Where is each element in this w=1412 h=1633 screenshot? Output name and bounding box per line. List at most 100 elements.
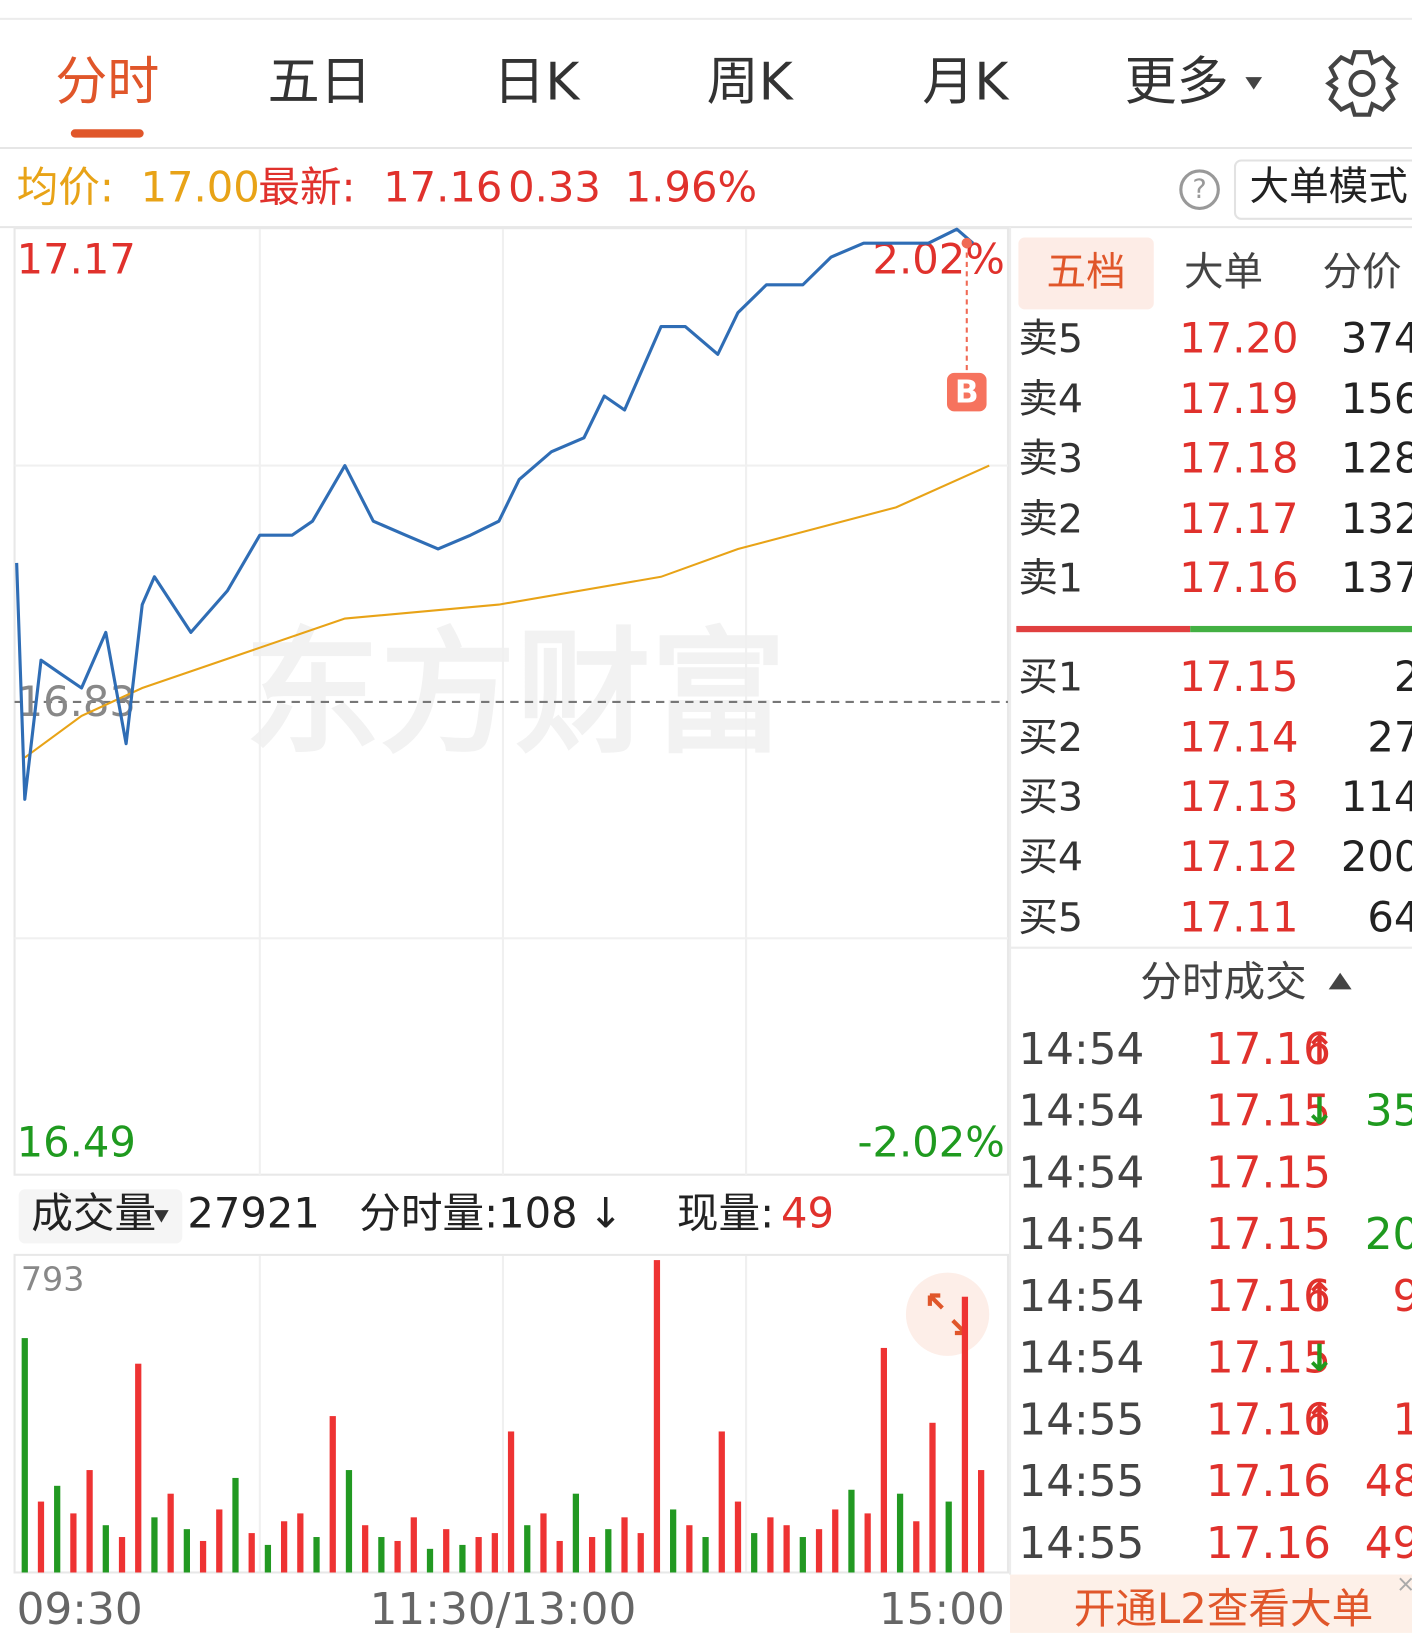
trade-time: 14:55: [1018, 1456, 1144, 1507]
volume-bar: [945, 1501, 952, 1573]
trade-volume: 9: [1393, 1271, 1412, 1322]
volume-bar: [556, 1540, 563, 1573]
volume-bar: [475, 1537, 482, 1573]
volume-bar: [362, 1525, 369, 1573]
volume-bar: [54, 1485, 61, 1573]
side-tab[interactable]: 分价: [1322, 250, 1401, 296]
volume-bar: [280, 1521, 288, 1573]
sell-strength: [1016, 625, 1191, 633]
trade-volume: 48: [1365, 1456, 1412, 1507]
volume-bar: [378, 1537, 385, 1573]
marker-badge[interactable]: [946, 372, 987, 412]
help-icon[interactable]: ?: [1192, 174, 1206, 205]
tab[interactable]: 五日: [268, 53, 372, 113]
dropdown-arrow[interactable]: [1245, 77, 1263, 90]
volume-bar: [961, 1296, 969, 1573]
tab[interactable]: 周K: [707, 53, 795, 113]
settings-icon[interactable]: [1325, 50, 1399, 117]
quote-latest-label: 最新:: [258, 163, 355, 212]
volume-bar: [86, 1470, 93, 1573]
book-volume: 27: [1367, 712, 1412, 761]
volume-bar: [588, 1537, 596, 1573]
banner-text[interactable]: 开通L2查看大单: [1074, 1584, 1374, 1633]
side-tab[interactable]: 五档: [1047, 250, 1126, 296]
trade-arrow: ↑: [1304, 1027, 1335, 1071]
book-label: 买2: [1018, 715, 1083, 761]
volume-bar: [929, 1422, 936, 1573]
volume-bar: [118, 1537, 126, 1573]
x-tick-label: 09:30: [17, 1584, 143, 1633]
volume-bar: [913, 1521, 920, 1573]
tab[interactable]: 分时: [55, 53, 159, 113]
volume-bar: [248, 1533, 255, 1573]
volume-bar: [832, 1509, 839, 1573]
y-tick-label: 17.17: [17, 235, 136, 284]
trade-arrow: ↓: [1304, 1089, 1335, 1133]
price-line: [15, 227, 975, 801]
book-price: 17.13: [1179, 772, 1298, 821]
tab[interactable]: 月K: [922, 53, 1010, 113]
book-label: 买3: [1018, 774, 1083, 820]
selector-arrow[interactable]: [154, 1210, 169, 1223]
volume-trend: ↓: [588, 1188, 623, 1237]
book-price: 17.15: [1179, 652, 1298, 701]
tab[interactable]: 日K: [493, 53, 581, 113]
volume-bar: [426, 1548, 434, 1573]
active-side-tab[interactable]: [1018, 237, 1154, 310]
active-tab-underline: [70, 129, 144, 138]
watermark: 东方财富: [245, 614, 786, 772]
marker-label[interactable]: B: [955, 375, 979, 411]
volume-bar: [718, 1431, 725, 1573]
mode-button-frame[interactable]: [1233, 159, 1412, 220]
help-circle[interactable]: [1179, 169, 1220, 210]
volume-selector[interactable]: 成交量: [31, 1188, 156, 1237]
volume-bar: [880, 1347, 887, 1573]
trade-price: 17.16: [1206, 1271, 1331, 1322]
book-label: 卖4: [1018, 377, 1083, 423]
book-label: 买5: [1018, 895, 1083, 941]
book-price: 17.14: [1179, 712, 1298, 761]
volume-minute-volume: 分时量:108: [359, 1188, 577, 1237]
volume-bar: [21, 1338, 28, 1573]
trade-time: 14:55: [1018, 1518, 1144, 1569]
book-price: 17.17: [1179, 494, 1298, 543]
buy-strength: [1190, 625, 1412, 633]
volume-selector-frame[interactable]: [18, 1189, 183, 1244]
quote-change: 0.33: [508, 163, 601, 212]
quote-avg: 17.00: [141, 163, 260, 212]
volume-bar: [37, 1501, 45, 1573]
book-label: 卖5: [1018, 316, 1083, 362]
volume-bar: [216, 1509, 223, 1573]
trade-price: 17.16: [1206, 1456, 1331, 1507]
volume-bar: [167, 1493, 174, 1573]
book-volume: 64: [1367, 893, 1412, 942]
volume-bar: [151, 1517, 158, 1573]
volume-bar: [799, 1537, 806, 1573]
side-tab[interactable]: 大单: [1184, 250, 1263, 296]
volume-bar: [653, 1260, 661, 1573]
trades-title[interactable]: 分时成交: [1140, 957, 1307, 1006]
volume-bar: [183, 1529, 190, 1573]
average-line: [24, 464, 990, 759]
trade-price: 17.16: [1206, 1518, 1331, 1569]
banner-bg[interactable]: [1010, 1574, 1412, 1633]
volume-bar: [102, 1525, 109, 1573]
volume-bar: [767, 1517, 774, 1573]
tab[interactable]: 更多: [1125, 53, 1229, 113]
book-price: 17.19: [1179, 374, 1298, 423]
book-price: 17.18: [1179, 433, 1298, 482]
banner-close[interactable]: ×: [1396, 1571, 1412, 1597]
volume-bar: [313, 1537, 320, 1573]
collapse-arrow[interactable]: [1328, 972, 1352, 990]
volume-current-label: 现量:: [677, 1188, 774, 1237]
volume-bar: [605, 1529, 612, 1573]
expand-button[interactable]: [905, 1272, 990, 1356]
volume-bar: [896, 1493, 904, 1573]
expand-icon: [927, 1293, 968, 1336]
volume-bar: [540, 1513, 547, 1573]
book-price: 17.11: [1179, 893, 1298, 942]
volume-bar: [734, 1501, 742, 1573]
mode-button[interactable]: 大单模式: [1250, 164, 1408, 210]
